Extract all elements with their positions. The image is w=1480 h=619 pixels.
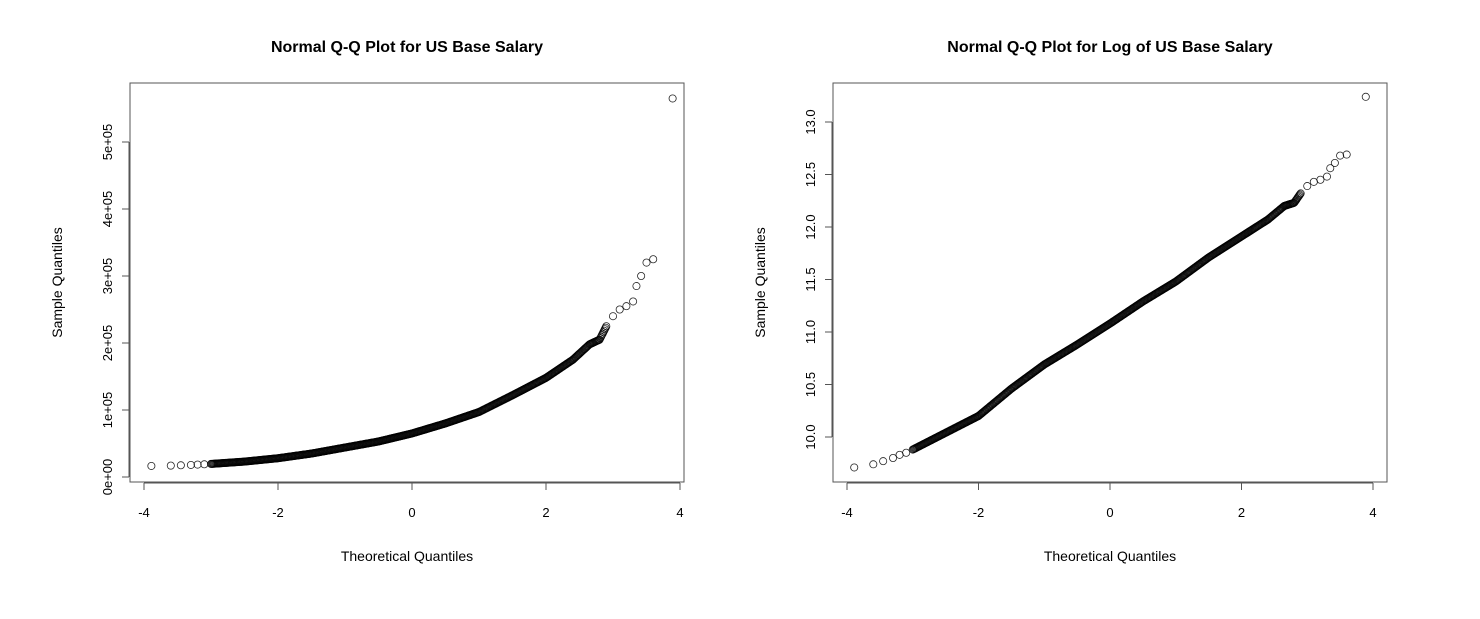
y-tick-label: 5e+05	[100, 124, 115, 161]
data-point	[895, 450, 904, 459]
x-tick-label: -2	[973, 505, 985, 520]
y-axis-label: Sample Quantiles	[49, 227, 65, 338]
data-point	[176, 461, 185, 470]
data-point	[869, 460, 878, 469]
data-point	[1296, 189, 1305, 198]
data-point	[1330, 158, 1339, 167]
qq-panel-2: Normal Q-Q Plot for Log of US Base Salar…	[752, 39, 1388, 564]
data-point	[1342, 150, 1351, 159]
x-tick-label: 0	[1106, 505, 1113, 520]
y-axis: 10.0 10.5 11.0 11.5 12.0 12.5 13.0 Sample Quant…	[752, 109, 833, 450]
data-points	[147, 94, 677, 470]
data-point	[1361, 92, 1370, 101]
chart-title: Normal Q-Q Plot for Log of US Base Salar…	[947, 39, 1272, 56]
data-point	[147, 461, 156, 470]
y-tick-label: 1e+05	[100, 392, 115, 429]
data-point	[850, 463, 859, 472]
x-axis: -4 -2 0 2 4 Theoretical Quantiles	[138, 482, 684, 564]
data-point	[1326, 164, 1335, 173]
y-tick-label: 2e+05	[100, 325, 115, 362]
data-point	[649, 255, 658, 264]
data-point	[166, 461, 175, 470]
data-point	[1309, 177, 1318, 186]
y-tick-label: 13.0	[803, 109, 818, 134]
data-point	[1322, 172, 1331, 181]
data-point	[1303, 182, 1312, 191]
plot-frame	[832, 82, 1388, 483]
y-tick-label: 0e+00	[100, 459, 115, 496]
data-points	[850, 92, 1370, 472]
data-point	[889, 453, 898, 462]
y-axis-label: Sample Quantiles	[752, 227, 768, 338]
x-tick-label: 2	[542, 505, 549, 520]
x-tick-label: 2	[1238, 505, 1245, 520]
data-point	[879, 457, 888, 466]
x-tick-label: 0	[408, 505, 415, 520]
x-axis-label: Theoretical Quantiles	[1044, 548, 1176, 564]
data-point	[1316, 175, 1325, 184]
data-point	[1336, 151, 1345, 160]
data-point	[622, 302, 631, 311]
data-point	[615, 305, 624, 314]
y-tick-label: 10.0	[803, 424, 818, 449]
qq-panel-1: Normal Q-Q Plot for US Base Salary -4 -2 0 2…	[49, 39, 685, 564]
data-point	[642, 258, 651, 267]
x-tick-label: -4	[841, 505, 853, 520]
x-axis-label: Theoretical Quantiles	[341, 548, 473, 564]
y-tick-label: 10.5	[803, 372, 818, 397]
y-tick-label: 11.0	[803, 320, 818, 344]
data-point	[629, 297, 638, 306]
x-tick-label: 4	[676, 505, 683, 520]
y-tick-label: 3e+05	[100, 258, 115, 295]
y-tick-label: 4e+05	[100, 191, 115, 228]
data-point	[902, 448, 911, 457]
data-point	[200, 460, 209, 469]
data-point	[193, 460, 202, 469]
plot-frame	[129, 82, 685, 483]
x-axis: -4 -2 0 2 4 Theoretical Quantiles	[841, 482, 1377, 564]
y-axis: 0e+00 1e+05 2e+05 3e+05 4e+05 5e+05 Sample Qua…	[49, 124, 130, 496]
y-tick-label: 12.5	[803, 162, 818, 187]
data-point	[1295, 191, 1304, 200]
data-point	[601, 323, 610, 332]
data-point	[609, 312, 618, 321]
chart-title: Normal Q-Q Plot for US Base Salary	[271, 39, 543, 56]
data-point	[602, 322, 611, 331]
x-tick-label: -4	[138, 505, 150, 520]
data-point	[632, 282, 641, 291]
y-tick-label: 11.5	[803, 267, 818, 291]
data-point	[668, 94, 677, 103]
data-point	[637, 271, 646, 280]
x-tick-label: -2	[272, 505, 284, 520]
data-point	[186, 460, 195, 469]
x-tick-label: 4	[1369, 505, 1376, 520]
data-point	[1295, 190, 1304, 199]
y-tick-label: 12.0	[803, 214, 818, 239]
